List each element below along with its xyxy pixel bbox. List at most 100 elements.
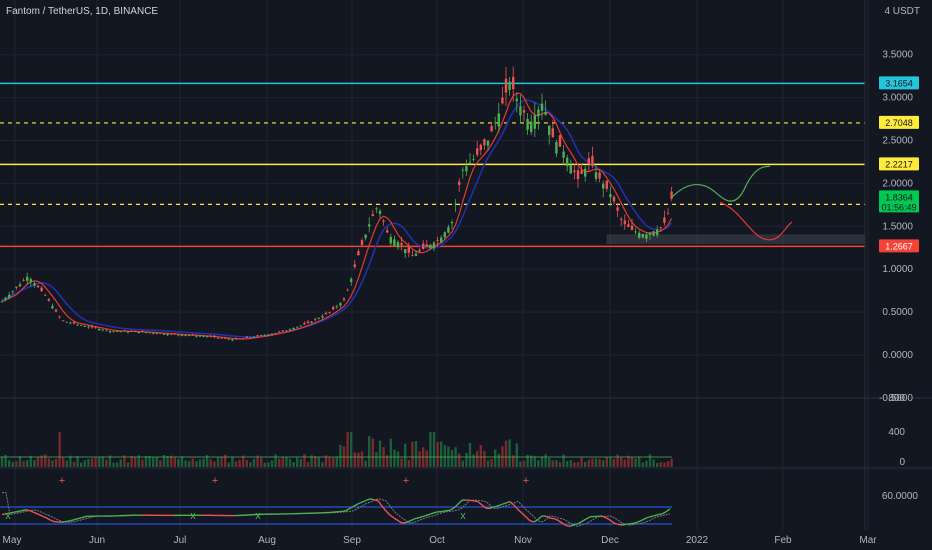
candle-body	[274, 332, 277, 334]
candlesticks[interactable]	[0, 66, 673, 342]
candle-body	[220, 337, 223, 339]
osc-main-segment	[425, 513, 431, 517]
volume-bar	[123, 455, 126, 467]
osc-sell-marker: +	[523, 475, 529, 487]
volume-bar	[375, 452, 378, 467]
osc-main-segment	[481, 504, 487, 509]
candle-body	[407, 247, 410, 253]
candle-body	[83, 325, 86, 327]
candle-body	[540, 103, 544, 111]
candle-body	[432, 242, 436, 249]
osc-main-segment	[77, 516, 83, 520]
volume-bar	[310, 455, 313, 467]
candle-body	[591, 156, 594, 167]
candle-body	[18, 284, 22, 287]
osc-sell-marker: +	[403, 475, 409, 487]
osc-main-segment	[13, 510, 19, 513]
osc-main-segment	[73, 517, 79, 521]
volume-bar	[303, 454, 306, 467]
volume-bar	[224, 454, 227, 467]
osc-main-segment	[625, 523, 631, 526]
volume-bar	[350, 432, 353, 467]
volume-bar	[148, 455, 151, 467]
candle-body	[8, 294, 11, 298]
candle-body	[152, 332, 155, 334]
volume-bar	[36, 457, 40, 467]
volume-bar	[490, 459, 493, 467]
volume-bar	[404, 443, 407, 467]
volume-bar	[144, 456, 148, 467]
osc-main-segment	[9, 511, 15, 514]
candle-body	[213, 335, 216, 338]
candle-body	[80, 325, 83, 327]
osc-main-segment	[33, 511, 39, 515]
candle-body	[497, 113, 500, 127]
volume-bar	[332, 457, 335, 467]
price-axis[interactable]: 3.5000 3.0000 2.5000 2.0000 1.5000 1.0000 0.50…	[879, 50, 913, 404]
candle-body	[342, 298, 346, 301]
candle-body	[440, 237, 443, 243]
bullish-projection	[671, 165, 771, 202]
volume-bar	[245, 459, 248, 467]
candle-body	[645, 234, 648, 239]
candle-body	[364, 234, 367, 239]
oscillator-markers: + + + + x x x x	[5, 475, 529, 522]
level-tag-bg	[879, 239, 919, 253]
candle-body	[418, 249, 421, 252]
volume-bar	[494, 449, 497, 467]
candle-body	[94, 327, 97, 329]
osc-main-segment	[629, 522, 635, 525]
candle-body	[468, 162, 472, 164]
candle-body	[461, 169, 464, 171]
candle-body	[44, 294, 47, 296]
price-level-tags: 3.16542.70482.22171.75541.26671.836401:5…	[879, 76, 919, 253]
candle-body	[299, 325, 302, 327]
volume-bar	[544, 454, 547, 467]
candle-body	[414, 253, 418, 256]
volume-bar	[670, 458, 673, 467]
volume-bar	[170, 455, 173, 467]
candle-body	[245, 336, 248, 338]
volume-bar	[357, 452, 360, 467]
volume-bar	[274, 454, 277, 467]
candle-body	[33, 283, 36, 286]
candle-body	[177, 334, 180, 336]
osc-main-segment	[45, 517, 51, 521]
candle-body	[216, 337, 220, 339]
currency-label[interactable]: 4 USDT	[884, 6, 920, 17]
osc-main-segment	[429, 512, 435, 515]
volume-bar	[90, 458, 94, 467]
volume-bar	[306, 462, 310, 467]
candle-body	[26, 276, 29, 281]
volume-bar	[65, 460, 68, 467]
osc-main-segment	[25, 509, 31, 512]
volume-bar	[216, 456, 220, 467]
osc-main-segment	[553, 517, 559, 522]
candle-body	[126, 331, 130, 333]
candle-body	[195, 335, 198, 337]
candle-body	[137, 331, 140, 333]
osc-main-segment	[69, 519, 75, 522]
osc-main-segment	[385, 510, 391, 516]
osc-main-segment	[645, 516, 651, 519]
price-tick-label: 2.0000	[882, 178, 913, 189]
volume-bar	[299, 458, 302, 467]
volume-bar	[602, 460, 605, 467]
candle-body	[656, 229, 659, 236]
osc-main-segment	[493, 505, 499, 508]
osc-main-segment	[621, 523, 627, 526]
price-tick-label: 3.5000	[882, 50, 913, 61]
osc-main-segment	[41, 515, 47, 519]
symbol-title[interactable]: Fantom / TetherUS, 1D, BINANCE	[6, 6, 159, 17]
osc-main-segment	[357, 501, 363, 505]
candle-body	[411, 255, 414, 257]
volume-bar	[72, 461, 76, 467]
volume-bar	[659, 462, 662, 467]
time-axis[interactable]: May Jun Jul Aug Sep Oct Nov Dec 2022 Feb Mar	[3, 535, 878, 546]
osc-main-segment	[409, 518, 415, 522]
level-tag: 3.1654	[885, 78, 913, 88]
volume-bar	[119, 459, 122, 467]
candle-body	[393, 239, 396, 246]
volume-bar	[159, 460, 162, 467]
